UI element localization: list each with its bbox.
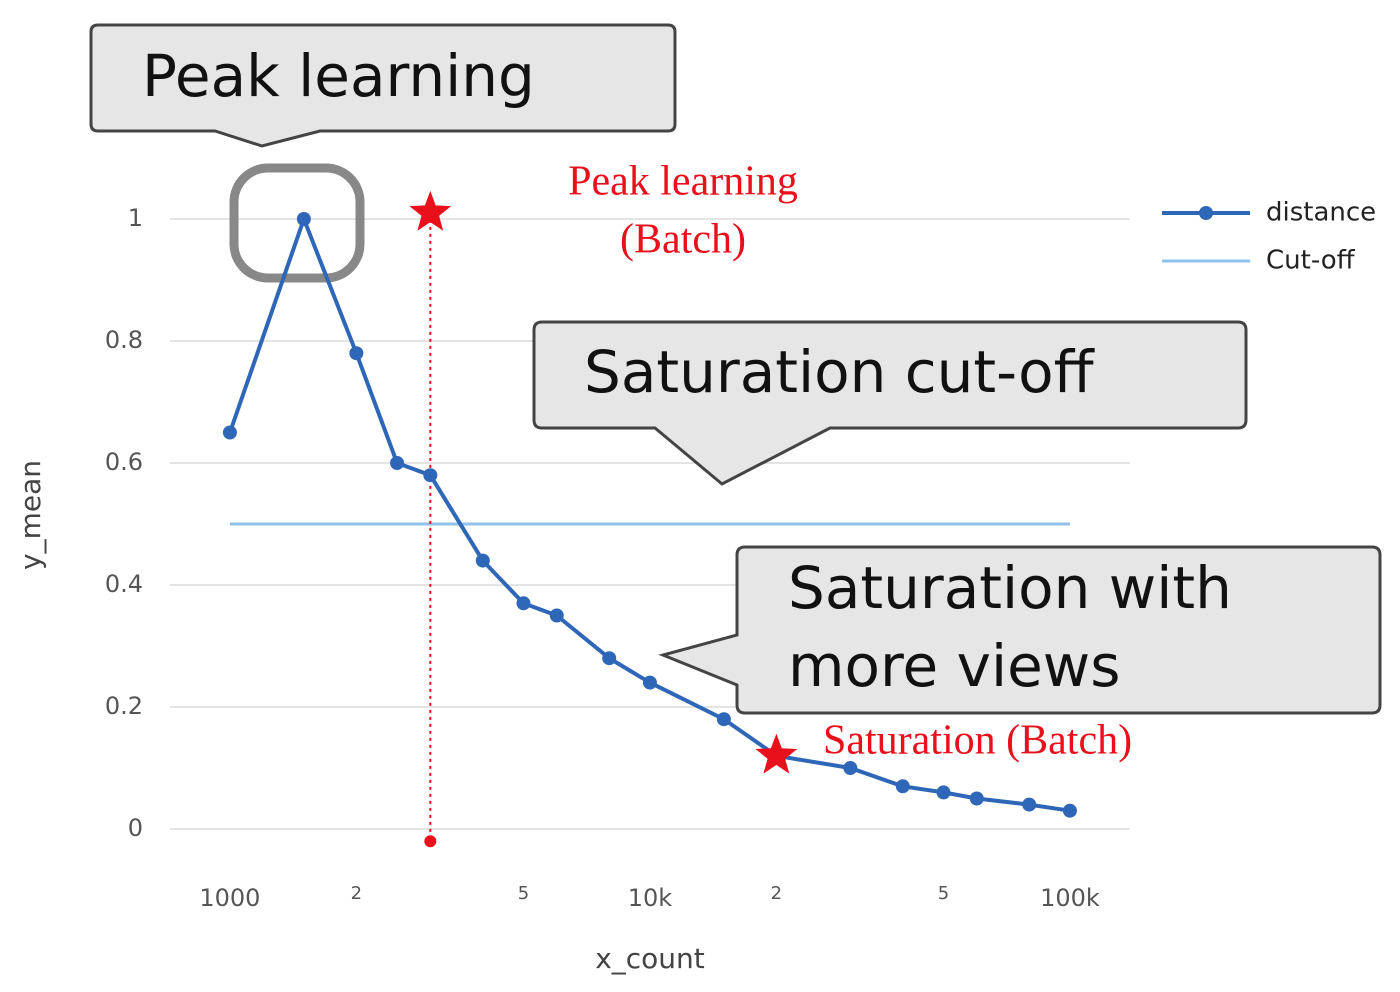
point (349, 346, 364, 361)
point (969, 791, 984, 806)
y-tick-label: 0.4 (105, 570, 143, 598)
peak-batch-end (424, 835, 437, 848)
callout-more-views: Saturation with more views (658, 545, 1382, 715)
legend-label: distance (1266, 198, 1376, 228)
legend-marker (1199, 206, 1213, 220)
point (1022, 797, 1037, 812)
callout-cutoff: Saturation cut-off (532, 320, 1248, 486)
peak-batch-star (409, 190, 452, 231)
legend-label: Cut-off (1266, 246, 1356, 276)
x-axis-label: x_count (595, 942, 705, 975)
callout-box (89, 23, 677, 148)
callout-peak: Peak learning (89, 23, 677, 148)
point (549, 608, 564, 623)
point (936, 785, 951, 800)
peak-highlight (229, 163, 365, 283)
callout-box (532, 320, 1248, 486)
point (843, 761, 858, 775)
x-tick-label: 5 (938, 883, 949, 904)
legend: distance Cut-off (1162, 198, 1376, 276)
x-tick-label: 10k (628, 884, 673, 912)
peak-batch-label: Peak learning (568, 159, 798, 205)
point (516, 596, 531, 611)
callout-text: more views (788, 632, 1120, 700)
x-tick-label: 2 (771, 883, 782, 904)
point (296, 212, 311, 226)
y-tick-label: 0.6 (105, 448, 143, 476)
point (390, 456, 405, 470)
callout-text: Saturation cut-off (584, 338, 1096, 406)
y-axis-label: y_mean (14, 460, 47, 570)
point (602, 651, 617, 666)
callout-text: Peak learning (142, 42, 535, 110)
y-tick-label: 0.2 (105, 692, 143, 720)
point (222, 425, 237, 440)
y-tick-label: 0.8 (105, 326, 143, 354)
saturation-batch-star (755, 733, 798, 774)
x-tick-label: 5 (518, 883, 529, 904)
point (475, 553, 490, 568)
x-tick-label: 2 (351, 883, 362, 904)
x-tick-label: 100k (1040, 884, 1100, 912)
peak-batch-label: (Batch) (620, 217, 746, 263)
x-tick-label: 1000 (199, 884, 260, 912)
callout-text: Saturation with (788, 554, 1232, 622)
point (423, 468, 438, 483)
point (716, 712, 731, 727)
point (895, 779, 910, 794)
point (1062, 803, 1077, 818)
y-tick-label: 0 (128, 814, 143, 842)
point (642, 675, 657, 690)
saturation-batch-label: Saturation (Batch) (823, 718, 1132, 764)
callout-box (658, 545, 1382, 715)
y-tick-label: 1 (128, 204, 143, 232)
